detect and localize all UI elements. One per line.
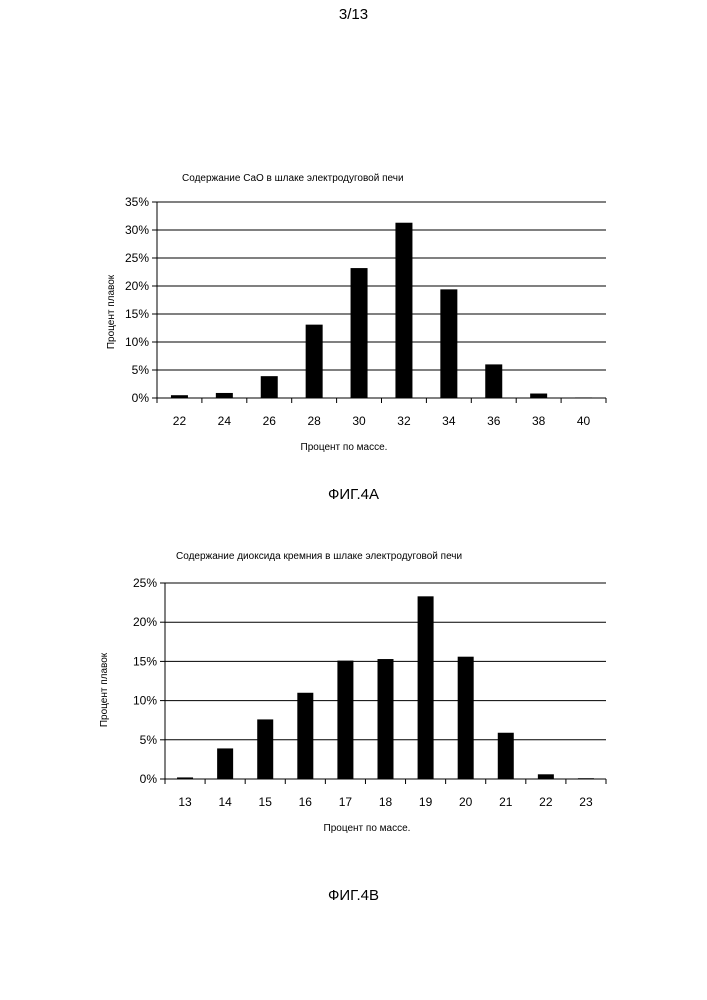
bar (257, 719, 273, 779)
y-axis-title: Процент плавок (99, 652, 110, 727)
x-tick-label: 38 (532, 414, 546, 428)
y-tick-label: 10% (133, 694, 157, 708)
x-tick-label: 22 (173, 414, 187, 428)
x-tick-label: 24 (218, 414, 232, 428)
x-tick-label: 26 (263, 414, 277, 428)
bar (440, 289, 457, 398)
x-tick-label: 34 (442, 414, 456, 428)
y-tick-label: 15% (133, 654, 157, 668)
x-tick-label: 28 (307, 414, 321, 428)
x-tick-label: 36 (487, 414, 501, 428)
x-tick-label: 15 (259, 795, 273, 809)
x-tick-label: 21 (499, 795, 513, 809)
bar (485, 364, 502, 398)
bar (498, 733, 514, 779)
chart-cao: Содержание CaO в шлаке электродуговой пе… (0, 160, 707, 460)
plot-area: 0% 5% 10% 15% 20% 25% 30% 35% 22 24 26 28 30 32 34 36 38… (125, 195, 606, 428)
y-tick-label: 25% (125, 251, 149, 265)
bar (297, 693, 313, 779)
figure-caption-4b: ФИГ.4В (0, 887, 707, 904)
y-tick-label: 5% (140, 733, 158, 747)
plot-area: 0% 5% 10% 15% 20% 25% 13 14 15 16 17 18 19 20 21 22 23 (133, 576, 606, 809)
bar (217, 748, 233, 779)
bar (306, 325, 323, 398)
x-axis-title: Процент по массе. (324, 823, 411, 834)
bar (216, 393, 233, 398)
bar (177, 777, 193, 779)
y-tick-label: 10% (125, 335, 149, 349)
bar (395, 223, 412, 398)
x-tick-label: 13 (178, 795, 192, 809)
bar (458, 657, 474, 779)
y-axis-title: Процент плавок (106, 274, 117, 349)
x-tick-label: 20 (459, 795, 473, 809)
y-tick-label: 5% (132, 363, 150, 377)
bar (575, 397, 592, 398)
bar (418, 596, 434, 779)
chart-title: Содержание диоксида кремния в шлаке элек… (176, 551, 462, 562)
chart-title: Содержание CaO в шлаке электродуговой пе… (182, 173, 404, 184)
bar (261, 376, 278, 398)
chart-silica: Содержание диоксида кремния в шлаке элек… (0, 540, 707, 840)
bar (578, 778, 594, 779)
x-tick-label: 40 (577, 414, 591, 428)
bar (530, 394, 547, 398)
y-tick-label: 25% (133, 576, 157, 590)
x-tick-label: 16 (299, 795, 313, 809)
figure-caption-4a: ФИГ.4А (0, 486, 707, 503)
bar (538, 774, 554, 779)
bar (351, 268, 368, 398)
y-tick-label: 30% (125, 223, 149, 237)
x-tick-label: 30 (352, 414, 366, 428)
x-tick-label: 14 (218, 795, 232, 809)
y-tick-label: 0% (132, 391, 150, 405)
y-tick-label: 35% (125, 195, 149, 209)
x-axis-title: Процент по массе. (301, 442, 388, 453)
bar (337, 661, 353, 779)
x-tick-label: 17 (339, 795, 353, 809)
x-tick-label: 22 (539, 795, 553, 809)
x-tick-label: 32 (397, 414, 411, 428)
bar (378, 659, 394, 779)
x-tick-label: 19 (419, 795, 433, 809)
bar (171, 395, 188, 398)
y-tick-label: 20% (133, 615, 157, 629)
y-tick-label: 15% (125, 307, 149, 321)
x-tick-label: 23 (579, 795, 593, 809)
y-tick-label: 0% (140, 772, 158, 786)
x-tick-label: 18 (379, 795, 393, 809)
page-number: 3/13 (0, 6, 707, 23)
y-tick-label: 20% (125, 279, 149, 293)
